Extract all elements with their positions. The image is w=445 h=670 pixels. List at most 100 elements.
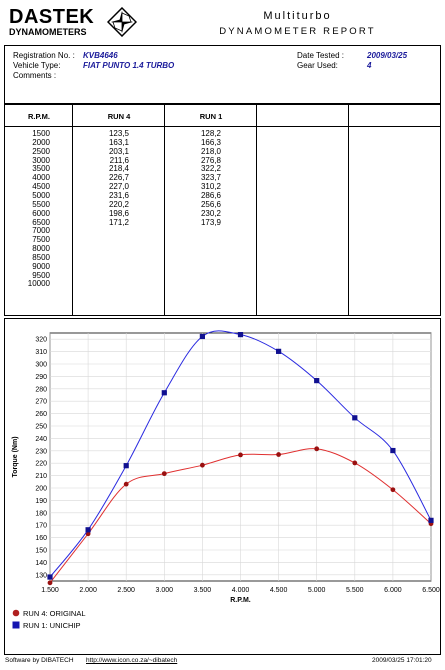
chart-box: 1.500 2.000 2.500 3.000 3.500 4.000 4.500 5.000… bbox=[4, 318, 441, 655]
empty-column bbox=[257, 105, 349, 315]
run4-cell: 231,6 bbox=[108, 190, 129, 200]
y-tick-label: 220 bbox=[35, 461, 47, 468]
header-divider bbox=[5, 126, 440, 127]
data-point-run1 bbox=[352, 415, 358, 421]
run4-cell: 203,1 bbox=[108, 146, 129, 156]
vehicle-type-value: FIAT PUNTO 1.4 TURBO bbox=[83, 61, 175, 70]
rpm-cell: 3500 bbox=[32, 164, 50, 174]
torque-chart: 1.500 2.000 2.500 3.000 3.500 4.000 4.500 5.000… bbox=[12, 330, 440, 604]
footer-timestamp: 2009/03/25 17:01:20 bbox=[372, 657, 432, 664]
x-tick-label: 4.500 bbox=[270, 587, 288, 594]
run1-cell: 230,2 bbox=[200, 208, 221, 218]
y-tick-label: 170 bbox=[35, 523, 47, 530]
rpm-cell: 4500 bbox=[32, 182, 50, 192]
y-axis-label: Torque (Nm) bbox=[12, 436, 19, 477]
logo-star-icon bbox=[107, 7, 137, 37]
run4-cell: 220,2 bbox=[108, 199, 129, 209]
data-point-run4 bbox=[352, 460, 358, 466]
data-point-run1 bbox=[428, 517, 434, 523]
data-point-run1 bbox=[390, 447, 396, 454]
run4-cell: 218,4 bbox=[108, 164, 129, 174]
run4-header: RUN 4 bbox=[107, 112, 131, 121]
logo-word: DASTEK bbox=[9, 6, 95, 28]
x-tick-label: 2.500 bbox=[117, 587, 135, 594]
run1-column bbox=[165, 105, 257, 315]
x-tick-label: 6.500 bbox=[422, 587, 440, 594]
run1-cell: 256,6 bbox=[200, 199, 221, 209]
y-tick-label: 290 bbox=[35, 374, 47, 381]
data-point-run4 bbox=[47, 580, 53, 586]
rpm-cell: 9500 bbox=[32, 270, 50, 280]
run4-cell: 211,6 bbox=[109, 155, 129, 165]
report-header: DASTEK DYNAMOMETERS Multiturbo DYNAMOMET… bbox=[5, 4, 440, 44]
rpm-cell: 6000 bbox=[32, 208, 50, 218]
legend-item-run4: RUN 4: ORIGINAL bbox=[12, 609, 86, 618]
vehicle-type-label: Vehicle Type: bbox=[13, 61, 61, 70]
run4-cell: 226,7 bbox=[108, 173, 129, 183]
run1-cell: 276,8 bbox=[200, 155, 221, 165]
registration-label: Registration No. : bbox=[13, 51, 75, 60]
data-point-run4 bbox=[85, 531, 91, 537]
data-point-run4 bbox=[200, 462, 205, 468]
x-tick-label: 3.000 bbox=[156, 587, 174, 594]
x-tick-label: 2.000 bbox=[79, 587, 97, 594]
run1-cell: 286,6 bbox=[200, 190, 221, 200]
run1-cell: 173,9 bbox=[200, 217, 221, 227]
rpm-cell: 1500 bbox=[32, 129, 50, 138]
x-tick-label: 3.500 bbox=[194, 587, 212, 594]
y-tick-label: 240 bbox=[35, 436, 47, 443]
rpm-column bbox=[5, 105, 73, 315]
y-tick-label: 140 bbox=[35, 560, 47, 567]
y-tick-label: 160 bbox=[35, 535, 47, 542]
dastek-logo: DASTEK DYNAMOMETERS bbox=[5, 4, 140, 42]
x-tick-label: 4.000 bbox=[232, 587, 250, 594]
data-point-run4 bbox=[123, 481, 129, 487]
data-point-run4 bbox=[161, 471, 167, 477]
y-tick-label: 320 bbox=[35, 337, 47, 344]
gear-used-label: Gear Used: bbox=[297, 61, 338, 70]
rpm-cell: 3000 bbox=[32, 155, 50, 165]
data-point-run1 bbox=[199, 333, 205, 340]
run1-cell: 166,3 bbox=[200, 137, 221, 147]
gear-used-value: 4 bbox=[367, 61, 372, 70]
run4-cell: 227,0 bbox=[108, 182, 129, 192]
data-point-run1 bbox=[47, 574, 53, 580]
y-tick-label: 250 bbox=[35, 424, 47, 431]
y-tick-label: 130 bbox=[35, 572, 47, 579]
x-tick-label: 1.500 bbox=[41, 587, 59, 594]
data-point-run1 bbox=[123, 463, 129, 469]
x-axis-label: R.P.M. bbox=[230, 597, 251, 604]
rpm-cell: 5000 bbox=[32, 190, 50, 200]
rpm-cell: 8500 bbox=[32, 252, 50, 262]
legend-item-run1: RUN 1: UNICHIP bbox=[12, 621, 81, 630]
run1-cell: 323,7 bbox=[200, 173, 221, 183]
data-point-run4 bbox=[390, 487, 396, 493]
run1-cell: 322,2 bbox=[200, 164, 221, 174]
y-tick-label: 180 bbox=[35, 510, 47, 517]
x-tick-label: 6.000 bbox=[384, 587, 402, 594]
run4-cell: 163,1 bbox=[108, 137, 129, 147]
y-tick-label: 230 bbox=[35, 448, 47, 455]
footer-url-link[interactable]: http://www.icon.co.za/~dibatech bbox=[86, 657, 178, 664]
data-point-run4 bbox=[314, 446, 320, 452]
data-point-run1 bbox=[85, 527, 91, 533]
results-table: R.P.M. RUN 4 RUN 1 1500 2000 2500 3000 3500 4… bbox=[4, 104, 441, 316]
run4-column bbox=[73, 105, 165, 315]
legend-run4-label: RUN 4: ORIGINAL bbox=[23, 609, 86, 618]
y-tick-label: 190 bbox=[35, 498, 47, 505]
rpm-header: R.P.M. bbox=[28, 112, 50, 121]
data-point-run1 bbox=[276, 348, 282, 354]
data-point-run1 bbox=[237, 332, 244, 338]
y-tick-label: 310 bbox=[35, 349, 47, 356]
rpm-cell: 8000 bbox=[32, 244, 50, 254]
date-tested-value: 2009/03/25 bbox=[367, 51, 408, 60]
run4-cell: 198,6 bbox=[108, 208, 129, 218]
rpm-cell: 7000 bbox=[32, 226, 50, 236]
run1-cell: 310,2 bbox=[200, 182, 221, 192]
report-subtitle: DYNAMOMETER REPORT bbox=[219, 26, 376, 37]
data-point-run1 bbox=[314, 378, 320, 384]
rpm-cell: 6500 bbox=[32, 217, 50, 227]
footer-software: Software by DIBATECH bbox=[5, 657, 74, 664]
rpm-cell: 2500 bbox=[32, 146, 50, 156]
x-tick-label: 5.000 bbox=[308, 587, 326, 594]
